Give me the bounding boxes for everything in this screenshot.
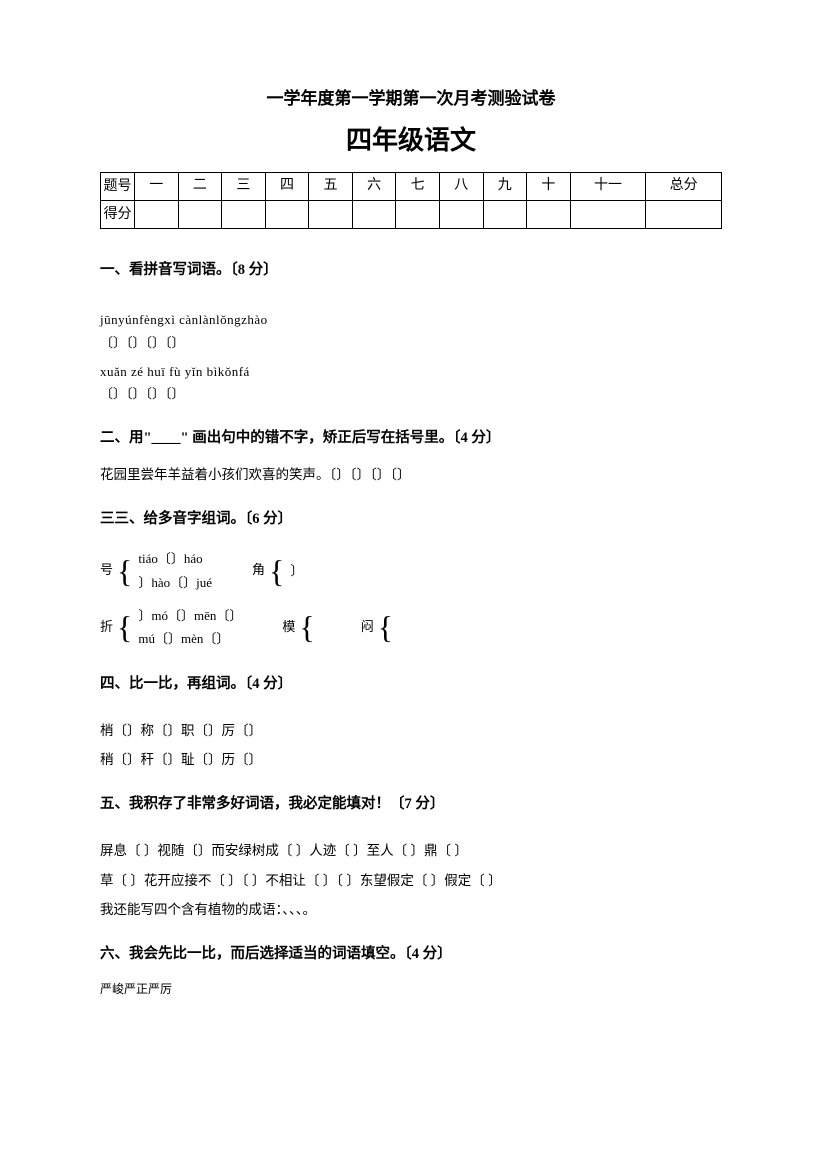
question-text: 我还能写四个含有植物的成语：、、、。 <box>100 899 722 921</box>
char-label: 号 <box>100 560 113 581</box>
row-label: 题号 <box>101 172 135 200</box>
table-row: 得分 <box>101 200 722 228</box>
col-header: 九 <box>483 172 527 200</box>
score-cell <box>222 200 266 228</box>
brace-icon: { <box>378 611 393 643</box>
score-table: 题号 一 二 三 四 五 六 七 八 九 十 十一 总分 得分 <box>100 172 722 229</box>
pron-option: 〕mó〔〕mēn〔〕 <box>138 608 242 623</box>
col-header: 十 <box>527 172 571 200</box>
col-header: 七 <box>396 172 440 200</box>
section-1-heading: 一、看拼音写词语。〔8 分〕 <box>100 259 722 282</box>
exam-title-line2: 四年级语文 <box>100 120 722 162</box>
section-5-heading: 五、我积存了非常多好词语，我必定能填对！〔7 分〕 <box>100 793 722 816</box>
question-subtitle: 严峻严正严厉 <box>100 980 722 999</box>
char-label: 模 <box>282 617 295 638</box>
pron-option: 〕hào〔〕jué <box>138 575 212 590</box>
col-header: 三 <box>222 172 266 200</box>
question-text: 花园里尝年羊益着小孩们欢喜的笑声。〔〕〔〕〔〕〔〕 <box>100 464 722 486</box>
section-3-heading: 三三、给多音字组词。〔6 分〕 <box>100 508 722 531</box>
brace-icon: { <box>117 555 132 587</box>
score-cell <box>527 200 571 228</box>
col-header: 总分 <box>646 172 722 200</box>
col-header: 四 <box>265 172 309 200</box>
question-text: 稍〔〕秆〔〕耻〔〕历〔〕 <box>100 749 722 771</box>
question-text: 草〔 〕花开应接不〔 〕〔 〕不相让〔 〕〔 〕东望假定〔 〕假定〔 〕 <box>100 870 722 892</box>
score-cell <box>570 200 646 228</box>
brace-icon: { <box>117 611 132 643</box>
multi-pronunciation-block: 号 { tiáo〔〕háo 〕hào〔〕jué 角 { 〕 折 { 〕mó〔〕m… <box>100 547 722 651</box>
score-cell <box>646 200 722 228</box>
brace-icon: { <box>299 611 314 643</box>
pron-option: 〕 <box>290 563 303 578</box>
col-header: 六 <box>352 172 396 200</box>
score-cell <box>265 200 309 228</box>
score-cell <box>135 200 179 228</box>
score-cell <box>396 200 440 228</box>
pinyin-text: jūnyúnfèngxì cànlànlǒngzhào <box>100 310 722 331</box>
score-cell <box>178 200 222 228</box>
col-header: 八 <box>439 172 483 200</box>
table-row: 题号 一 二 三 四 五 六 七 八 九 十 十一 总分 <box>101 172 722 200</box>
col-header: 五 <box>309 172 353 200</box>
col-header: 十一 <box>570 172 646 200</box>
brace-icon: { <box>269 555 284 587</box>
char-label: 角 <box>252 560 265 581</box>
pron-option: tiáo〔〕háo <box>138 551 202 566</box>
blanks-text: 〔〕〔〕〔〕〔〕 <box>100 333 722 354</box>
blanks-text: 〔〕〔〕〔〕〔〕 <box>100 384 722 405</box>
score-cell <box>439 200 483 228</box>
col-header: 二 <box>178 172 222 200</box>
section-6-heading: 六、我会先比一比，而后选择适当的词语填空。〔4 分〕 <box>100 943 722 966</box>
question-text: 梢〔〕称〔〕职〔〕厉〔〕 <box>100 720 722 742</box>
col-header: 一 <box>135 172 179 200</box>
pron-option: mú〔〕mèn〔〕 <box>138 631 229 646</box>
exam-title-line1: 一学年度第一学期第一次月考测验试卷 <box>100 85 722 112</box>
row-label: 得分 <box>101 200 135 228</box>
score-cell <box>309 200 353 228</box>
score-cell <box>352 200 396 228</box>
section-4-heading: 四、比一比，再组词。〔4 分〕 <box>100 673 722 696</box>
char-label: 折 <box>100 617 113 638</box>
score-cell <box>483 200 527 228</box>
char-label: 闷 <box>361 617 374 638</box>
section-2-heading: 二、用"____" 画出句中的错不字，矫正后写在括号里。〔4 分〕 <box>100 427 722 450</box>
question-text: 屏息〔 〕视随〔〕而安绿树成〔 〕人迹〔 〕至人〔 〕鼎〔 〕 <box>100 840 722 862</box>
pinyin-text: xuǎn zé huī fù yǐn bìkǒnfá <box>100 362 722 383</box>
